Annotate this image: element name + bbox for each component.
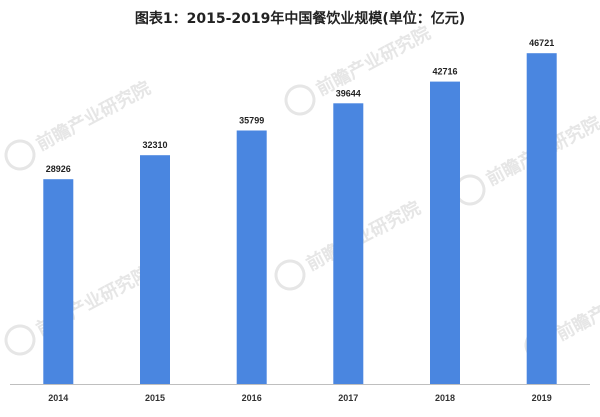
chart-title: 图表1：2015-2019年中国餐饮业规模(单位：亿元) <box>134 11 466 27</box>
bars-group: 28926 32310 35799 39644 42716 46721 <box>43 38 557 385</box>
x-tick-label-2017: 2017 <box>338 393 358 403</box>
watermark-layer: 前瞻产业研究院前瞻产业研究院前瞻产业研究院前瞻产业研究院前瞻产业研究院前瞻产业研… <box>4 22 600 361</box>
watermark-logo-icon <box>274 259 306 291</box>
x-tick-label-2018: 2018 <box>435 393 455 403</box>
watermark: 前瞻产业研究院 <box>4 262 154 356</box>
bar-2018 <box>430 81 460 384</box>
x-tick-label-2014: 2014 <box>48 393 68 403</box>
watermark: 前瞻产业研究院 <box>454 112 600 206</box>
watermark-logo-icon <box>284 84 316 116</box>
bar-2015 <box>140 155 170 384</box>
data-label-2016: 35799 <box>239 116 264 126</box>
data-label-2018: 42716 <box>432 67 457 77</box>
x-tick-label-2015: 2015 <box>145 393 165 403</box>
bar-2017 <box>333 103 364 385</box>
watermark: 前瞻产业研究院 <box>4 77 154 171</box>
bar-2016 <box>236 130 267 384</box>
data-label-2017: 39644 <box>336 88 361 98</box>
x-tick-label-2019: 2019 <box>532 393 552 403</box>
bar-2014 <box>43 179 74 384</box>
watermark-logo-icon <box>4 324 36 356</box>
watermark-text: 前瞻产业研究院 <box>32 77 154 156</box>
x-tick-labels: 2014 2015 2016 2017 2018 2019 <box>48 393 551 403</box>
watermark-logo-icon <box>4 139 36 171</box>
watermark-text: 前瞻产业研究院 <box>552 267 600 346</box>
bar-2019 <box>526 53 557 384</box>
data-label-2015: 32310 <box>142 140 167 150</box>
data-label-2019: 46721 <box>529 38 554 48</box>
x-tick-label-2016: 2016 <box>242 393 262 403</box>
watermark-text: 前瞻产业研究院 <box>312 22 434 101</box>
data-label-2014: 28926 <box>46 164 71 174</box>
